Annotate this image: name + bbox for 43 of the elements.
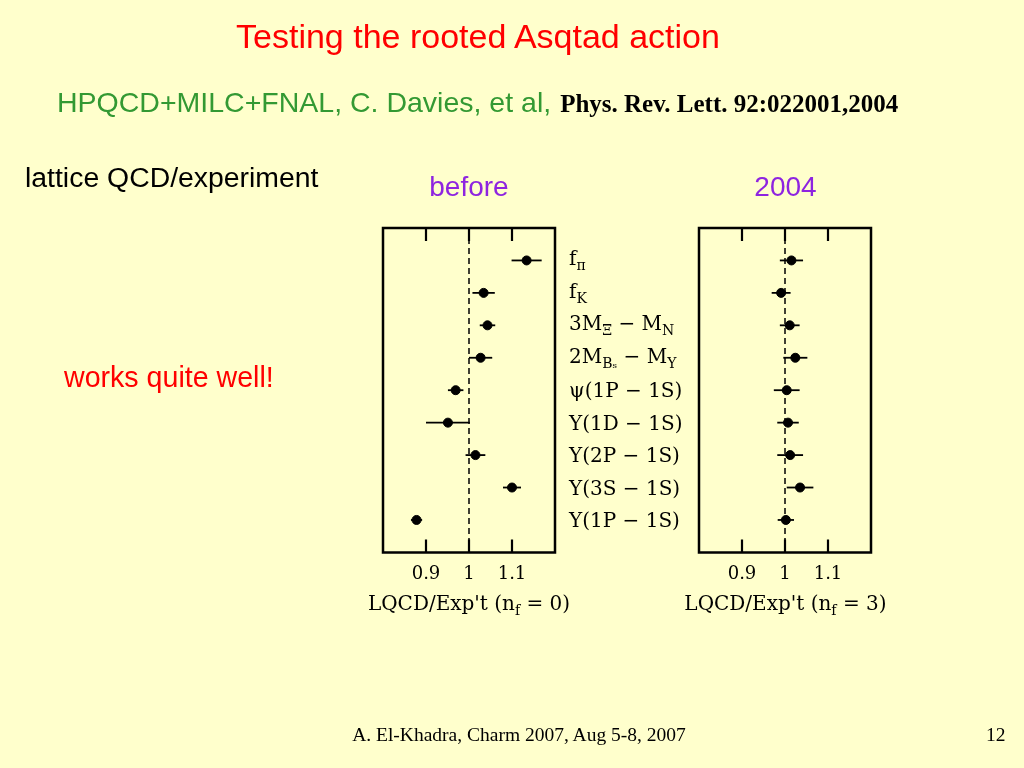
point xyxy=(782,385,793,396)
text: HPQCD+MILC+FNAL, C. Davies, et al, xyxy=(57,86,552,118)
x-tick-label: 1.1 xyxy=(814,561,843,583)
point xyxy=(783,417,794,428)
y-tick-label: ψ(1P − 1S) xyxy=(569,377,683,402)
point xyxy=(785,320,796,331)
point xyxy=(790,352,801,363)
y-tick-label: f$_{K}$ xyxy=(569,278,587,306)
y-tick-label: Υ(2P − 1S) xyxy=(569,442,680,467)
chart-title: 2004 xyxy=(754,171,817,204)
x-axis-title: LQCD/Exp't (n$_{f}$ = 3) xyxy=(684,591,887,619)
x-tick-label: 1.1 xyxy=(497,561,527,583)
y-tick-label: Υ(1P − 1S) xyxy=(569,507,680,532)
text: works quite well! xyxy=(64,361,274,394)
point xyxy=(795,482,806,493)
point xyxy=(442,417,453,428)
y-tick-label: 3M$_{Ξ}$ − M$_{N}$ xyxy=(569,311,675,339)
point xyxy=(785,450,796,461)
text: Testing the rooted Asqtad action xyxy=(236,17,720,57)
x-tick-label: 1 xyxy=(779,561,792,583)
point xyxy=(786,255,797,266)
x-tick-label: 0.9 xyxy=(728,561,757,583)
y-tick-label: f$_{π}$ xyxy=(569,246,586,274)
point xyxy=(470,450,481,461)
point xyxy=(521,255,532,266)
point xyxy=(776,287,787,298)
text: 12 xyxy=(986,724,1006,747)
point xyxy=(475,352,486,363)
point xyxy=(781,514,792,525)
text: A. El-Khadra, Charm 2007, Aug 5-8, 2007 xyxy=(352,724,686,747)
y-tick-label: Υ(1D − 1S) xyxy=(569,410,683,435)
point xyxy=(482,320,493,331)
x-tick-label: 1 xyxy=(463,561,475,583)
point xyxy=(478,287,489,298)
y-tick-label: 2M$_{Bₛ}$ − M$_{Υ}$ xyxy=(569,343,677,371)
x-tick-label: 0.9 xyxy=(411,561,441,583)
text: lattice QCD/experiment xyxy=(25,161,319,194)
point xyxy=(450,385,461,396)
text: Phys. Rev. Lett. 92:022001,2004 xyxy=(560,90,899,117)
chart-title: before xyxy=(429,171,509,204)
point xyxy=(507,482,517,493)
y-tick-label: Υ(3S − 1S) xyxy=(569,475,681,500)
x-axis-title: LQCD/Exp't (n$_{f}$ = 0) xyxy=(367,591,571,619)
